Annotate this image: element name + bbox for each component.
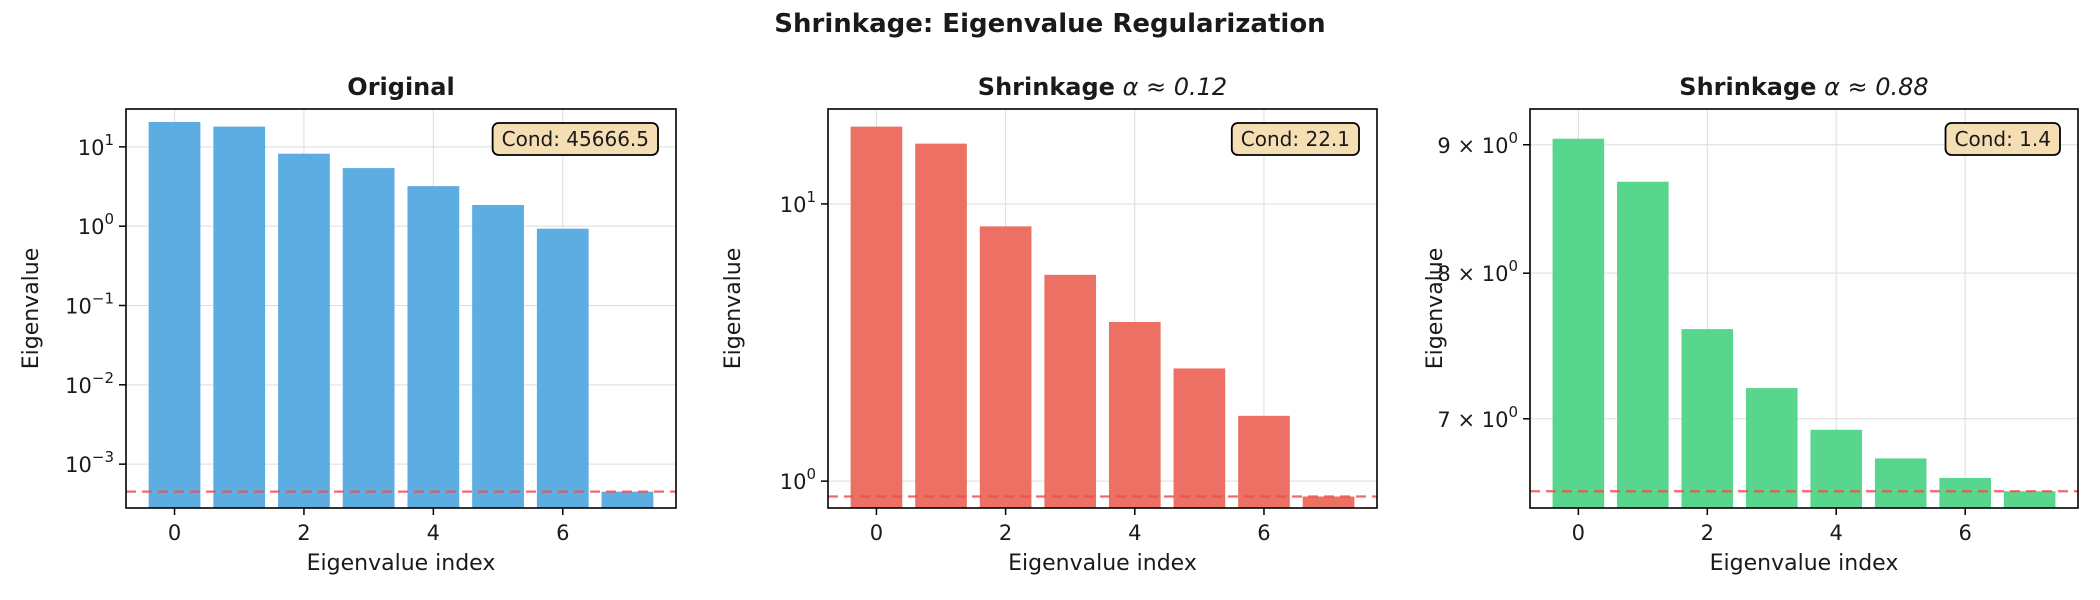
bar	[536, 228, 589, 508]
bar	[472, 204, 524, 508]
y-axis-label: Eigenvalue	[1423, 248, 1448, 370]
condition-annotation: Cond: 22.1	[1230, 122, 1360, 156]
plot-frame	[125, 108, 677, 509]
chart-panel-3: 0 2 4 6 9 × 100 8 × 100 7 × 100 Shrinkage α ≈ 0…	[1423, 73, 2079, 576]
x-tick-label: 0	[168, 521, 181, 545]
x-tick-label: 0	[870, 521, 883, 545]
y-tick-label: 10−2	[65, 369, 114, 398]
bar	[278, 153, 330, 509]
bar	[1108, 322, 1161, 508]
condition-annotation-box	[1944, 122, 2061, 156]
plot-frame	[1529, 108, 2079, 509]
condition-annotation-text: Cond: 45666.5	[502, 127, 649, 151]
bar	[601, 491, 654, 508]
condition-annotation-box	[491, 122, 659, 156]
condition-annotation: Cond: 1.4	[1944, 122, 2061, 156]
y-tick-label: 9 × 100	[1437, 129, 1518, 158]
x-tick-label: 2	[297, 521, 310, 545]
bar	[1745, 388, 1798, 508]
x-tick-label: 4	[1830, 521, 1843, 545]
bar	[850, 126, 903, 509]
x-tick-label: 4	[427, 521, 440, 545]
bar	[1238, 415, 1290, 508]
panel-title: Shrinkage α ≈ 0.88	[1679, 73, 1928, 101]
bar	[1939, 477, 1991, 508]
bar	[407, 186, 460, 509]
figure-title: Shrinkage: Eigenvalue Regularization	[774, 9, 1325, 39]
bar	[2003, 491, 2056, 508]
bar	[213, 126, 266, 508]
y-tick-label: 8 × 100	[1437, 257, 1518, 286]
x-axis-label: Eigenvalue index	[307, 551, 496, 576]
condition-annotation-text: Cond: 22.1	[1241, 127, 1350, 151]
bar	[1552, 138, 1605, 508]
chart-panels: 0 2 4 6 101 100 10−1 10−2 10−3 Original Eigenvalue…	[19, 73, 2079, 576]
bar	[1617, 181, 1669, 508]
chart-panel-1: 0 2 4 6 101 100 10−1 10−2 10−3 Original Eigenvalue…	[19, 73, 677, 576]
bar	[1810, 429, 1863, 508]
panel-title: Shrinkage α ≈ 0.12	[978, 73, 1227, 101]
x-tick-label: 6	[556, 521, 569, 545]
bar	[1173, 368, 1226, 508]
x-tick-label: 0	[1572, 521, 1585, 545]
bar	[1302, 496, 1355, 508]
y-tick-label: 101	[78, 131, 114, 160]
x-tick-label: 6	[1958, 521, 1971, 545]
bar	[342, 168, 395, 508]
y-tick-label: 10−3	[65, 448, 114, 477]
y-axis-label: Eigenvalue	[19, 248, 44, 370]
bar	[148, 121, 201, 508]
y-tick-label: 100	[780, 465, 816, 494]
condition-annotation-box	[1230, 122, 1360, 156]
bar	[1044, 274, 1097, 508]
y-tick-label: 100	[78, 210, 114, 239]
bar	[1681, 329, 1734, 508]
y-tick-label: 10−1	[65, 289, 114, 318]
bar	[1874, 458, 1927, 508]
x-tick-label: 4	[1128, 521, 1141, 545]
chart-panel-2: 0 2 4 6 101 100 Shrinkage α ≈ 0.12 Eigenvalue i…	[721, 73, 1378, 576]
bar	[915, 143, 967, 508]
condition-annotation: Cond: 45666.5	[491, 122, 659, 156]
plot-frame	[827, 108, 1378, 509]
x-tick-label: 6	[1257, 521, 1270, 545]
x-tick-label: 2	[1701, 521, 1714, 545]
condition-annotation-text: Cond: 1.4	[1955, 127, 2051, 151]
panel-title: Original	[347, 73, 454, 101]
x-axis-label: Eigenvalue index	[1008, 551, 1197, 576]
x-tick-label: 2	[999, 521, 1012, 545]
y-tick-label: 7 × 100	[1437, 403, 1518, 432]
y-tick-label: 101	[780, 188, 816, 217]
bar	[979, 226, 1032, 508]
y-axis-label: Eigenvalue	[721, 248, 746, 370]
x-axis-label: Eigenvalue index	[1710, 551, 1899, 576]
